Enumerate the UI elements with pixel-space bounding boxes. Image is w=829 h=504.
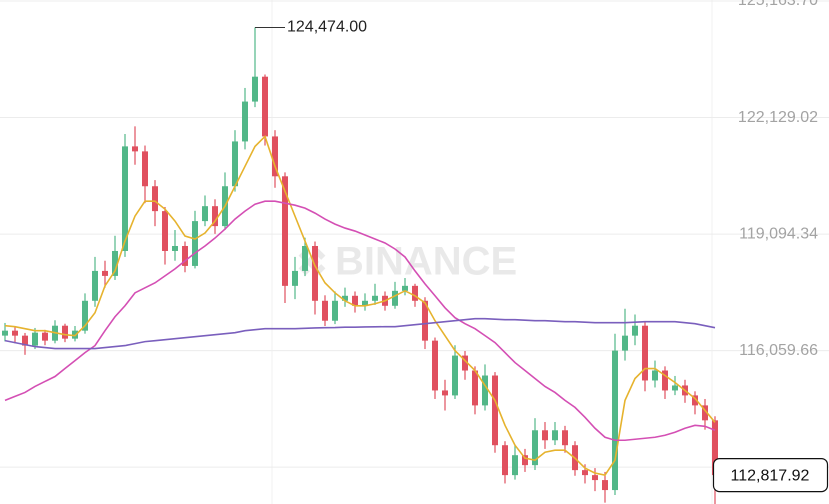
candle-body: [302, 245, 308, 271]
candle-body: [612, 350, 618, 491]
candle-body: [12, 330, 18, 336]
candle-body: [672, 385, 678, 391]
candle-body: [512, 455, 518, 476]
candle-body: [352, 295, 358, 306]
candle-body: [532, 430, 538, 466]
candle-body: [192, 221, 198, 266]
candle-body: [502, 445, 508, 476]
candle-body: [592, 475, 598, 481]
candle-body: [662, 370, 668, 391]
candle-body: [372, 295, 378, 301]
candle-body: [332, 300, 338, 321]
candle-body: [632, 325, 638, 336]
moving-average-line: [4, 200, 716, 442]
candle-body: [712, 420, 718, 476]
candle-body: [232, 141, 238, 187]
candle-body: [462, 355, 468, 371]
watermark: BINANCE: [298, 240, 517, 284]
candle-body: [642, 325, 648, 381]
candle-body: [272, 136, 278, 177]
candle-body: [492, 375, 498, 446]
candle-body: [452, 355, 458, 396]
last-price-label: 112,817.92: [731, 467, 810, 484]
candle-body: [432, 340, 438, 391]
candle-body: [132, 146, 138, 152]
candle-body: [262, 76, 268, 137]
candle-body: [292, 270, 298, 286]
moving-average-line: [4, 134, 716, 477]
candle-body: [482, 375, 488, 406]
candle-body: [92, 270, 98, 301]
candle-body: [152, 186, 158, 212]
candle-body: [2, 330, 8, 336]
y-tick-label: 119,094.34: [739, 225, 818, 242]
candle-body: [22, 335, 28, 346]
watermark-text: BINANCE: [335, 240, 517, 284]
candle-body: [552, 430, 558, 441]
y-tick-label: 116,059.66: [739, 342, 818, 359]
candle-body: [212, 206, 218, 227]
high-annotation: 124,474.00: [287, 19, 367, 36]
candle-body: [442, 390, 448, 396]
candle-body: [162, 211, 168, 251]
candle-body: [362, 300, 368, 306]
candle-body: [652, 370, 658, 381]
y-tick-label: 125,163.70: [738, 0, 818, 9]
candle-body: [622, 335, 628, 351]
candle-body: [312, 245, 318, 301]
candle-body: [402, 285, 408, 291]
candle-body: [282, 176, 288, 286]
candle-body: [62, 325, 68, 339]
candle-body: [202, 206, 208, 222]
candle-body: [582, 470, 588, 476]
candle-body: [102, 270, 108, 276]
candle-body: [252, 76, 258, 102]
candle-body: [702, 405, 708, 421]
candle-body: [342, 295, 348, 301]
candle-body: [82, 300, 88, 331]
candle-body: [542, 430, 548, 441]
candle-body: [122, 146, 128, 251]
candle-body: [142, 151, 148, 187]
candle-body: [522, 455, 528, 466]
candle-body: [472, 370, 478, 406]
y-tick-label: 122,129.02: [738, 109, 818, 126]
candle-body: [692, 395, 698, 406]
candle-body: [322, 300, 328, 321]
candle-body: [562, 430, 568, 446]
candle-body: [242, 101, 248, 142]
candle-body: [422, 300, 428, 341]
candle-body: [412, 285, 418, 301]
candle-body: [182, 245, 188, 266]
moving-average-line: [4, 317, 716, 350]
candle-body: [172, 245, 178, 251]
candle-body: [32, 332, 38, 346]
candle-body: [112, 250, 118, 276]
candle-body: [42, 332, 48, 341]
last-price-box: [712, 457, 829, 493]
candle-body: [602, 480, 608, 491]
candle-body: [392, 290, 398, 306]
